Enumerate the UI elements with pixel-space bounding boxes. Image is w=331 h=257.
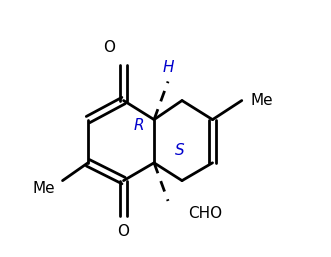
Text: R: R <box>133 118 144 133</box>
Text: H: H <box>162 60 174 75</box>
Text: O: O <box>104 40 116 55</box>
Text: Me: Me <box>32 181 55 196</box>
Text: O: O <box>118 224 129 239</box>
Text: CHO: CHO <box>188 206 222 221</box>
Text: Me: Me <box>251 93 273 108</box>
Text: S: S <box>175 143 184 158</box>
